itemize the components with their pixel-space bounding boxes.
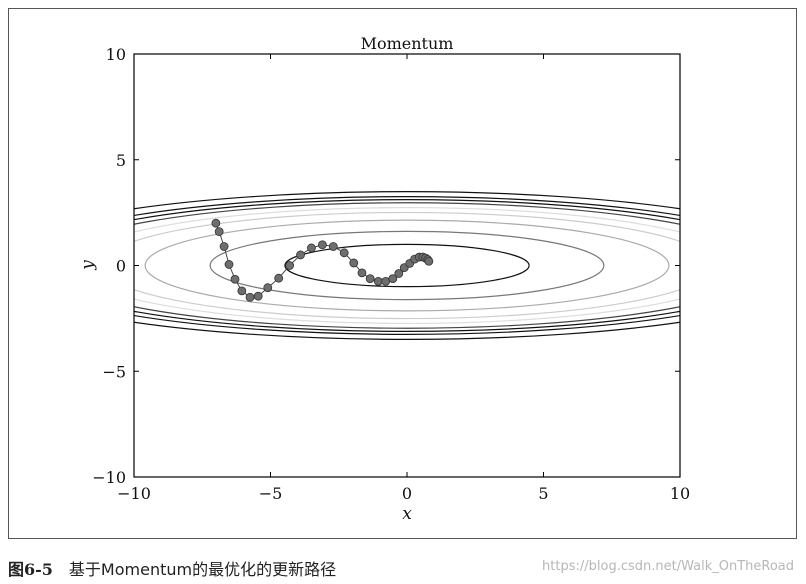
path-point xyxy=(349,258,359,268)
x-tick-label: −10 xyxy=(117,484,151,503)
contour-line-6 xyxy=(134,202,680,329)
watermark-url: https://blog.csdn.net/Walk_OnTheRoad xyxy=(542,559,794,574)
path-point xyxy=(245,292,255,302)
path-point xyxy=(339,248,349,258)
y-tick-label: 0 xyxy=(116,257,126,276)
x-tick-label: −5 xyxy=(259,484,283,503)
y-tick-label: 5 xyxy=(116,151,126,170)
path-point xyxy=(365,274,375,284)
y-tick-label: −10 xyxy=(92,468,126,487)
figure-caption-text: 基于Momentum的最优化的更新路径 xyxy=(68,560,337,579)
path-point xyxy=(357,268,367,278)
y-tick-label: 10 xyxy=(106,45,126,64)
path-point xyxy=(263,283,273,293)
path-point xyxy=(394,269,404,278)
contour-line-4 xyxy=(134,211,680,320)
path-point xyxy=(296,250,305,260)
path-point xyxy=(285,261,295,270)
contour-line-3 xyxy=(144,219,670,312)
path-point xyxy=(230,274,240,284)
path-point xyxy=(214,227,224,237)
contour-line-5 xyxy=(134,206,680,325)
path-point xyxy=(219,242,229,251)
contour-line-9 xyxy=(134,191,680,340)
path-point xyxy=(373,276,383,286)
x-tick-label: 10 xyxy=(670,484,690,503)
contour-line-7 xyxy=(134,199,680,332)
x-axis-label: x xyxy=(402,504,412,524)
x-tick-label: 0 xyxy=(402,484,412,503)
figure-caption: 图6-5 基于Momentum的最优化的更新路径 xyxy=(8,556,336,580)
x-tick-label: 5 xyxy=(538,484,548,503)
path-point xyxy=(424,256,434,266)
axis-ticks: −10 −5 0 5 10 10 5 0 −5 −10 xyxy=(92,45,690,503)
figure-number: 图6-5 xyxy=(8,560,53,579)
path-point xyxy=(253,291,263,301)
path-point xyxy=(237,286,247,296)
chart-title: Momentum xyxy=(361,34,454,53)
path-point xyxy=(388,274,398,284)
path-point xyxy=(307,243,316,253)
figure-frame: −10 −5 0 5 10 10 5 0 −5 −10 Momentum x y xyxy=(8,8,797,539)
path-point xyxy=(224,260,234,269)
momentum-chart: −10 −5 0 5 10 10 5 0 −5 −10 Momentum x y xyxy=(78,34,690,524)
path-point xyxy=(317,240,327,250)
contour-lines xyxy=(134,191,680,340)
y-tick-label: −5 xyxy=(102,362,126,381)
contour-line-1 xyxy=(284,243,530,288)
contour-line-2 xyxy=(209,230,605,301)
contour-line-8 xyxy=(134,196,680,335)
y-axis-label: y xyxy=(78,260,98,271)
path-point xyxy=(274,273,284,283)
path-point xyxy=(211,218,221,228)
optimization-points xyxy=(211,218,434,302)
path-point xyxy=(328,242,338,251)
